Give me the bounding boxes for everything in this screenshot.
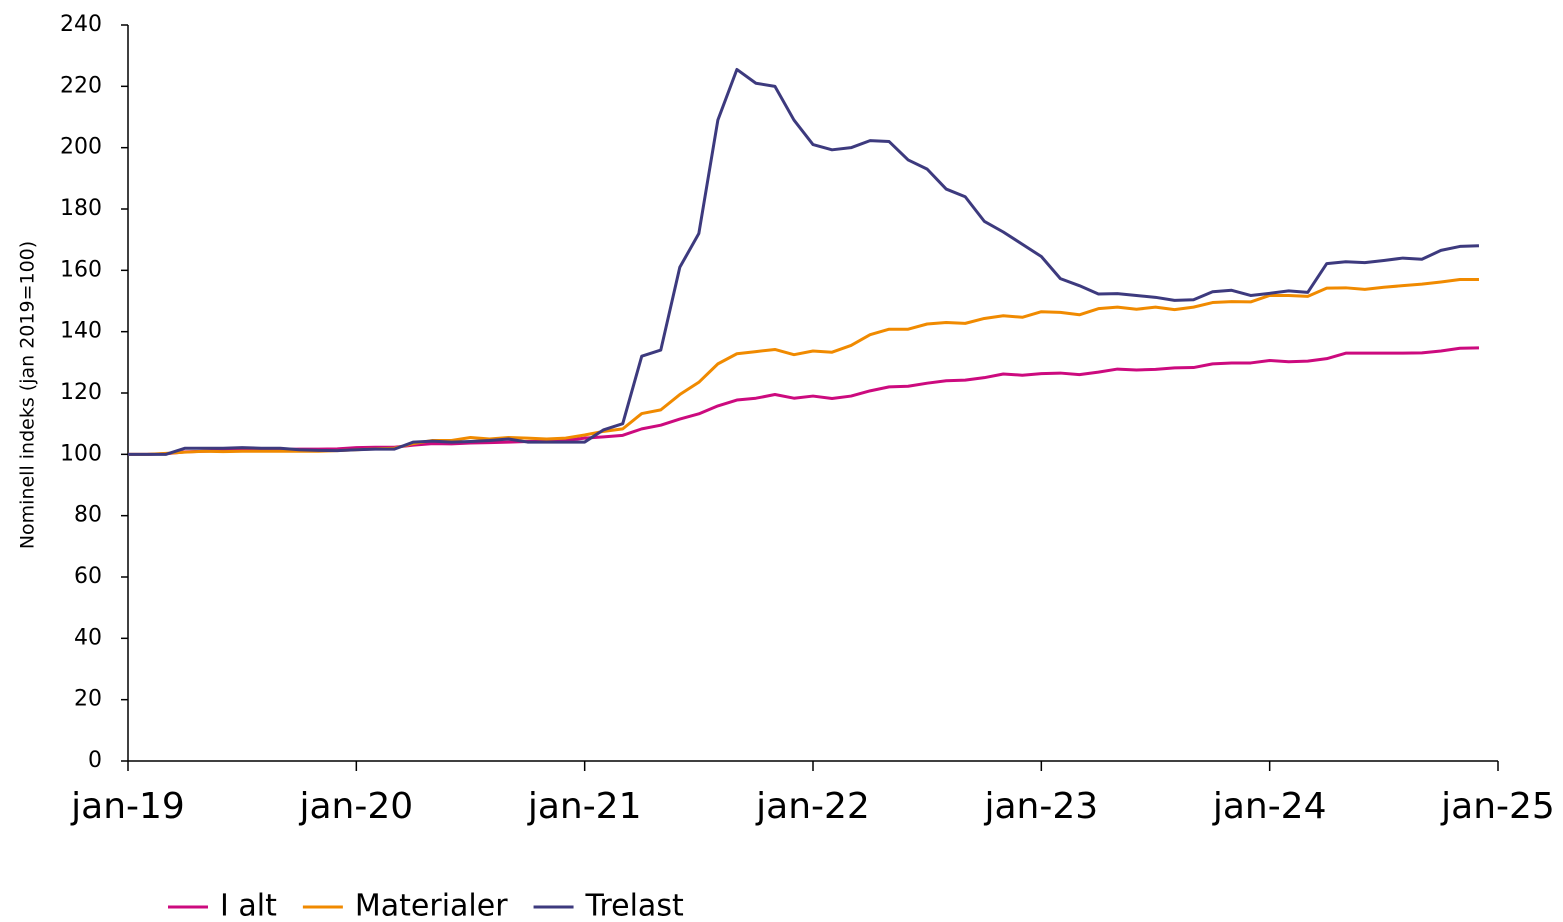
y-tick-label: 100 — [60, 441, 102, 466]
x-tick-label: jan-23 — [983, 786, 1098, 827]
y-tick-label: 40 — [74, 625, 102, 650]
y-tick-label: 60 — [74, 564, 102, 589]
series-line — [128, 278, 1479, 456]
y-tick-label: 0 — [88, 748, 102, 773]
y-tick-label: 80 — [74, 503, 102, 528]
y-tick-label: 240 — [60, 12, 102, 37]
y-tick-label: 180 — [60, 196, 102, 221]
x-tick-label: jan-19 — [70, 786, 185, 827]
x-tick-label: jan-24 — [1212, 786, 1327, 827]
x-tick-label: jan-21 — [527, 786, 642, 827]
y-tick-label: 220 — [60, 73, 102, 98]
legend-label: Trelast — [585, 889, 684, 922]
x-tick-label: jan-20 — [298, 786, 413, 827]
y-tick-label: 120 — [60, 380, 102, 405]
y-tick-label: 200 — [60, 135, 102, 160]
y-tick-label: 20 — [74, 687, 102, 712]
y-axis-label: Nominell indeks (jan 2019=100) — [17, 241, 39, 549]
series-line — [128, 346, 1479, 456]
legend-label: Materialer — [355, 889, 508, 922]
y-tick-label: 140 — [60, 319, 102, 344]
y-tick-label: 160 — [60, 257, 102, 282]
legend-label: I alt — [220, 889, 277, 922]
x-tick-label: jan-25 — [1440, 786, 1555, 827]
x-tick-label: jan-22 — [755, 786, 870, 827]
series-line — [128, 67, 1480, 456]
